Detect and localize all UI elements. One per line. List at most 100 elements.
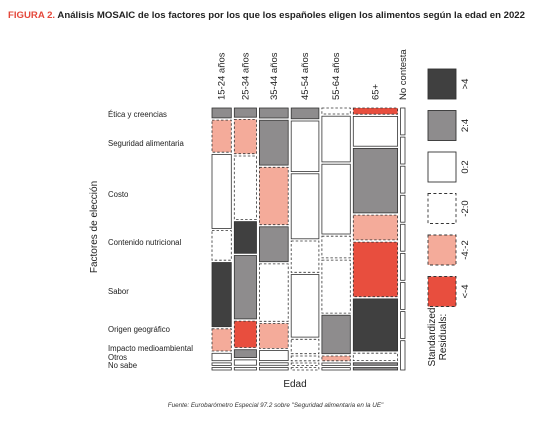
legend-swatch: [427, 276, 457, 307]
mosaic-cell: [258, 350, 289, 362]
mosaic-cell: [258, 362, 289, 366]
mosaic-cell: [352, 107, 398, 115]
mosaic-cell: [233, 155, 257, 220]
row-label: Otros: [108, 353, 127, 362]
mosaic-cell: [321, 355, 351, 362]
column-label: 25-34 años: [240, 52, 251, 100]
row-label: Origen geográfico: [108, 325, 171, 334]
figure-source: Fuente: Eurobarómetro Especial 97.2 sobr…: [167, 402, 384, 409]
legend-label: >4: [460, 79, 471, 90]
legend-label: <-4: [460, 285, 471, 299]
row-label: Seguridad alimentaria: [108, 139, 185, 148]
mosaic-cell: [211, 362, 232, 366]
mosaic-cell: [321, 235, 351, 259]
mosaic-cell: [321, 115, 351, 163]
row-label: Impacto medioambiental: [108, 344, 193, 353]
mosaic-cell: [321, 107, 351, 115]
figure-title-text: Análisis MOSAIC de los factores por los …: [57, 10, 525, 21]
mosaic-cells: [211, 107, 406, 371]
mosaic-cell: [321, 362, 351, 366]
column-label: 15-24 años: [217, 52, 228, 100]
mosaic-cell: [290, 107, 320, 120]
mosaic-cell: [258, 119, 289, 166]
mosaic-cell: [400, 107, 406, 136]
column-label: 45-54 años: [300, 52, 311, 100]
legend-swatch: [427, 234, 457, 266]
mosaic-cell: [290, 355, 320, 362]
legend-title: Standardized: [427, 308, 438, 367]
mosaic-cell: [352, 298, 398, 352]
row-label: Costo: [108, 190, 129, 199]
mosaic-cell: [233, 359, 257, 366]
mosaic-cell: [290, 367, 320, 371]
mosaic-cell: [352, 352, 398, 362]
mosaic-cell: [352, 362, 398, 366]
mosaic-cell: [400, 311, 406, 339]
mosaic-cell: [211, 367, 232, 371]
mosaic-cell: [290, 240, 320, 273]
mosaic-cell: [290, 173, 320, 240]
mosaic-cell: [400, 194, 406, 223]
legend: >4 2:4 0:2 -2:0 -4:-2 <-4 Standardized Residual…: [427, 68, 471, 367]
mosaic-cell: [352, 147, 398, 214]
legend-label: 2:4: [460, 119, 471, 132]
mosaic-cell: [211, 230, 232, 261]
column-label: 35-44 años: [269, 52, 280, 100]
mosaic-cell: [400, 282, 406, 310]
mosaic-cell: [233, 320, 257, 348]
row-label: Contenido nutricional: [108, 238, 182, 247]
mosaic-cell: [211, 328, 232, 352]
y-axis-title: Factores de elección: [89, 181, 100, 273]
mosaic-cell: [352, 116, 398, 147]
figure-title: FIGURA 2. Análisis MOSAIC de los factore…: [8, 10, 525, 21]
mosaic-cell: [233, 107, 257, 118]
mosaic-cell: [352, 214, 398, 241]
row-label: Sabor: [108, 287, 129, 296]
mosaic-cell: [211, 119, 232, 153]
mosaic-cell: [290, 338, 320, 355]
mosaic-cell: [211, 153, 232, 229]
x-axis-title: Edad: [283, 379, 306, 390]
mosaic-cell: [321, 259, 351, 314]
figure-label: FIGURA 2.: [8, 10, 56, 21]
mosaic-cell: [258, 323, 289, 349]
row-label: No sabe: [108, 361, 137, 370]
mosaic-cell: [258, 367, 289, 371]
mosaic-cell: [400, 340, 406, 371]
row-label: Ética y creencias: [108, 110, 167, 119]
mosaic-cell: [400, 136, 406, 165]
mosaic-cell: [352, 241, 398, 298]
row-labels: Ética y creencias Seguridad alimentaria Co…: [108, 110, 193, 370]
mosaic-cell: [211, 107, 232, 119]
mosaic-cell: [400, 165, 406, 194]
legend-title: Residuals:: [438, 314, 449, 361]
mosaic-cell: [321, 367, 351, 371]
mosaic-cell: [258, 166, 289, 226]
mosaic-cell: [211, 262, 232, 328]
mosaic-cell: [290, 362, 320, 366]
column-label: 55-64 años: [331, 52, 342, 100]
mosaic-cell: [321, 163, 351, 235]
column-label: 65+: [370, 83, 381, 100]
column-label: No contesta: [398, 49, 409, 100]
mosaic-cell: [321, 314, 351, 355]
mosaic-cell: [233, 349, 257, 359]
mosaic-cell: [400, 223, 406, 252]
mosaic-cell: [290, 274, 320, 338]
legend-swatch: [427, 193, 457, 224]
legend-swatch: [427, 110, 457, 141]
mosaic-cell: [258, 226, 289, 263]
legend-label: -2:0: [460, 200, 471, 216]
mosaic-cell: [233, 119, 257, 155]
mosaic-cell: [258, 263, 289, 322]
legend-label: -4:-2: [460, 240, 471, 260]
mosaic-cell: [211, 352, 232, 362]
legend-swatch: [427, 68, 457, 100]
mosaic-cell: [233, 255, 257, 320]
mosaic-cell: [352, 367, 398, 371]
mosaic-cell: [290, 120, 320, 172]
column-labels: 15-24 años 25-34 años 35-44 años 45-54 años…: [217, 49, 409, 100]
legend-swatch: [427, 151, 457, 183]
